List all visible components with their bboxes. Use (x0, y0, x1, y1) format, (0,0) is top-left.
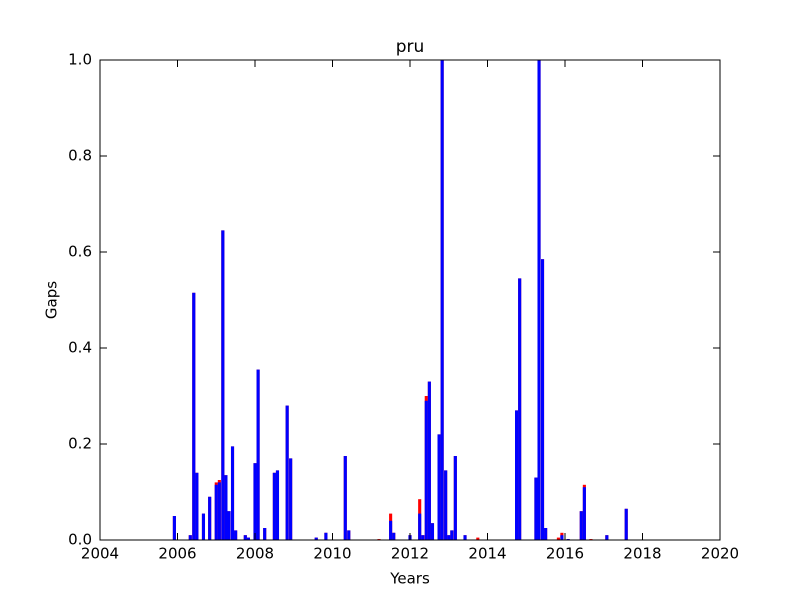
x-tick-label: 2016 (546, 545, 584, 563)
x-tick-label: 2006 (158, 545, 196, 563)
bar (440, 60, 444, 540)
y-tick-label: 0.4 (68, 339, 92, 357)
bar (421, 535, 425, 540)
x-tick-label: 2008 (236, 545, 274, 563)
bar (195, 472, 199, 540)
bar (540, 259, 545, 540)
bar (444, 470, 448, 540)
bar (172, 516, 176, 540)
bar (447, 535, 451, 540)
bar (515, 410, 519, 540)
bar (253, 463, 257, 540)
bar (418, 513, 422, 540)
bar (560, 535, 564, 540)
bar (289, 458, 293, 540)
bar (624, 508, 628, 540)
bar (534, 477, 538, 540)
bar (430, 523, 435, 540)
bar (343, 456, 347, 540)
bar (243, 535, 247, 540)
bar (544, 528, 548, 540)
bar (324, 532, 328, 540)
x-tick-label: 2012 (391, 545, 429, 563)
x-tick-label: 2010 (313, 545, 351, 563)
bar (263, 528, 267, 540)
bar (450, 530, 454, 540)
x-tick-label: 2018 (623, 545, 661, 563)
bar (285, 405, 289, 540)
bar (437, 434, 441, 540)
bar (227, 511, 231, 540)
y-tick-label: 1.0 (68, 51, 92, 69)
bar (347, 530, 351, 540)
bar (424, 400, 428, 540)
bar (272, 472, 276, 540)
y-tick-label: 0.2 (68, 435, 92, 453)
bar (275, 470, 280, 540)
bar (518, 278, 522, 540)
bar (208, 496, 212, 540)
x-tick-label: 2014 (468, 545, 506, 563)
bar (230, 446, 235, 540)
bar (556, 537, 560, 540)
bar (224, 475, 228, 540)
bar (246, 537, 250, 540)
bar (201, 513, 206, 540)
bar (217, 482, 221, 540)
bar (463, 535, 467, 540)
bar (192, 292, 196, 540)
bar (214, 484, 218, 540)
x-tick-label: 2020 (701, 545, 739, 563)
chart-title: pru (396, 37, 425, 57)
bar (605, 535, 609, 540)
bar (392, 532, 396, 540)
bar (427, 381, 431, 540)
x-axis-label: Years (389, 570, 430, 588)
bar (389, 520, 393, 540)
bar (453, 456, 457, 540)
y-axis-label: Gaps (43, 281, 61, 319)
bar (221, 230, 225, 540)
bar (582, 487, 586, 540)
bar (234, 530, 238, 540)
bar (537, 60, 541, 540)
bar (314, 537, 318, 540)
y-tick-label: 0.6 (68, 243, 92, 261)
x-tick-label: 2004 (81, 545, 119, 563)
bar (579, 511, 583, 540)
y-tick-label: 0.0 (68, 531, 92, 549)
y-tick-label: 0.8 (68, 147, 92, 165)
bar (256, 369, 260, 540)
bar (188, 535, 192, 540)
bar (476, 537, 480, 540)
